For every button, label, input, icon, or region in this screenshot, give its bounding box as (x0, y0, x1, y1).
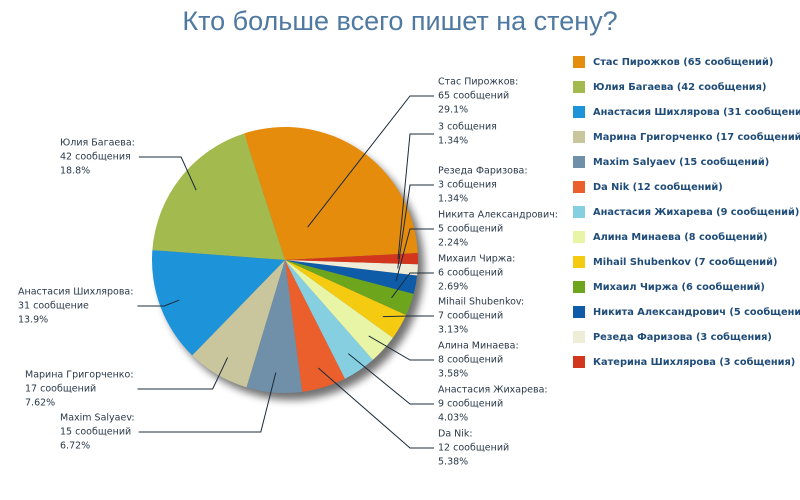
data-label: 12 сообщений (438, 443, 509, 454)
legend-swatch (573, 81, 585, 93)
pie-slice (246, 260, 303, 393)
legend-label: Maxim Salyaev (15 сообщений) (593, 156, 769, 168)
data-label: 18.8% (60, 166, 90, 177)
data-label: Юлия Багаева: (60, 138, 135, 149)
leader-line (138, 156, 197, 191)
leader-line (317, 367, 434, 449)
pie-slice (285, 260, 418, 276)
leader-line (395, 228, 434, 282)
data-label: 65 сообщений (438, 91, 509, 102)
chart-title: Кто больше всего пишет на стену? (182, 6, 617, 36)
pie-slice (192, 260, 285, 388)
data-label: 31 сообщение (18, 301, 89, 312)
legend-label: Da Nik (12 сообщений) (593, 181, 723, 193)
data-label: 42 сообщения (60, 152, 131, 163)
data-label: Mihail Shubenkov: (438, 297, 524, 308)
legend-swatch (573, 306, 585, 318)
data-label: 7.62% (25, 398, 55, 409)
legend-label: Марина Григорченко (17 сообщений) (593, 131, 800, 143)
leader-line (397, 133, 434, 259)
leader-line (307, 95, 434, 228)
data-label: Maxim Salyaev: (60, 413, 135, 424)
leader-line (368, 335, 434, 361)
legend-label: Алина Минаева (8 сообщений) (593, 231, 768, 243)
data-label: 6.72% (60, 441, 90, 452)
data-label: Никита Александрович: (438, 210, 558, 221)
data-label: 3.58% (438, 369, 468, 380)
data-label: 1.34% (438, 136, 468, 147)
data-label: 3 собщения (438, 180, 497, 191)
data-label: 5.38% (438, 457, 468, 468)
pie-slice (285, 260, 373, 379)
pie-slice (285, 260, 407, 338)
leader-line (382, 315, 434, 318)
data-label: 5 сообщений (438, 224, 503, 235)
data-label: 2.24% (438, 238, 468, 249)
pie-slice (285, 260, 418, 294)
legend-label: Никита Александрович (5 сообщений) (593, 306, 800, 318)
legend-label: Катерина Шихлярова (3 собщения) (593, 356, 795, 368)
data-label: Анастасия Шихлярова: (18, 287, 133, 298)
legend-swatch (573, 231, 585, 243)
data-label: Стас Пирожков: (438, 77, 518, 88)
data-label: 2.69% (438, 282, 468, 293)
leader-line (137, 357, 229, 390)
data-label: 13.9% (18, 315, 48, 326)
data-label: 4.03% (438, 413, 468, 424)
data-label: 3 собщения (438, 122, 497, 133)
data-label: 3.13% (438, 325, 468, 336)
leader-line (391, 272, 434, 299)
data-label: Da Nik: (438, 429, 473, 440)
legend-swatch (573, 331, 585, 343)
data-label: Резеда Фаризова: (438, 166, 528, 177)
leader-line (137, 299, 180, 307)
data-label: 29.1% (438, 105, 468, 116)
legend-label: Анастасия Жихарева (9 сообщений) (593, 206, 799, 218)
data-label: Анастасия Жихарева: (438, 385, 548, 396)
pie-slice (152, 133, 285, 260)
pie-slice (285, 260, 345, 392)
pie-slice (152, 250, 285, 356)
legend-label: Анастасия Шихлярова (31 сообщение (593, 106, 800, 118)
legend-swatch (573, 356, 585, 368)
data-label: 17 сообщений (25, 384, 96, 395)
legend-label: Mihail Shubenkov (7 сообщений) (593, 256, 778, 268)
legend-label: Резеда Фаризова (3 собщения) (593, 331, 772, 343)
legend-swatch (573, 131, 585, 143)
legend-swatch (573, 106, 585, 118)
legend-label: Михаил Чиржа (6 сообщений) (593, 281, 765, 293)
data-label: 9 сообщений (438, 399, 503, 410)
data-label: 15 сообщений (60, 427, 131, 438)
legend-swatch (573, 56, 585, 68)
legend-swatch (573, 281, 585, 293)
data-label: Марина Григорченко: (25, 370, 134, 381)
data-label: Алина Минаева: (438, 341, 519, 352)
pie-slice (285, 253, 418, 265)
pie-slice (285, 260, 393, 360)
data-label: 7 сообщений (438, 311, 503, 322)
pie-slice (244, 127, 418, 260)
pie-slice (285, 260, 414, 316)
legend-swatch (573, 206, 585, 218)
leader-line (348, 353, 434, 405)
data-label: 1.34% (438, 194, 468, 205)
leader-line (397, 184, 434, 269)
legend-swatch (573, 256, 585, 268)
data-label: Михаил Чиржа: (438, 254, 515, 265)
leader-line (138, 372, 277, 433)
legend-swatch (573, 156, 585, 168)
data-label: 8 сообщений (438, 355, 503, 366)
legend-swatch (573, 181, 585, 193)
legend-label: Юлия Багаева (42 сообщения) (593, 81, 766, 93)
legend-label: Стас Пирожков (65 сообщений) (593, 56, 773, 68)
data-label: 6 сообщений (438, 268, 503, 279)
